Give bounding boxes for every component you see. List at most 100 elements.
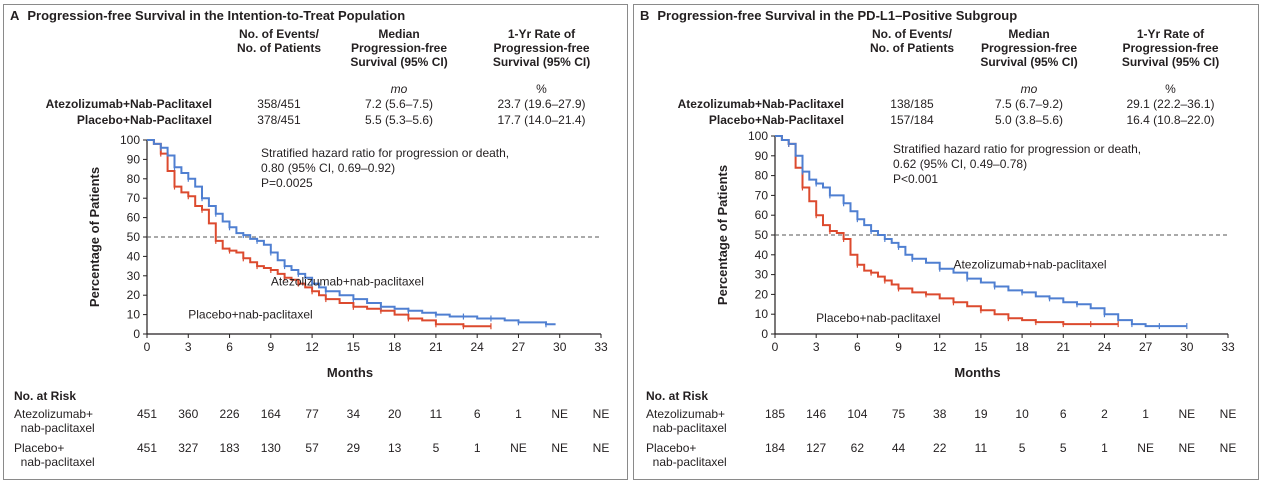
- risk-value: 62: [850, 441, 865, 455]
- unit-rate: %: [1165, 82, 1176, 96]
- x-tick-label: 30: [553, 340, 567, 354]
- x-tick-label: 0: [772, 340, 779, 354]
- risk-value: NE: [1137, 441, 1154, 455]
- risk-title: No. at Risk: [14, 389, 77, 403]
- km-series-line: [147, 139, 556, 326]
- risk-value: 11: [974, 441, 988, 455]
- cell-events-atezolizumab: 358/451: [257, 97, 301, 111]
- risk-value: 183: [219, 441, 240, 455]
- risk-value: 327: [178, 441, 199, 455]
- x-tick-label: 33: [594, 340, 608, 354]
- risk-value: 13: [387, 441, 402, 455]
- panel-title-text: Progression-free Survival in the PD-L1–P…: [657, 8, 1018, 23]
- hazard-ratio-annotation: Stratified hazard ratio for progression …: [893, 142, 1141, 156]
- y-tick-label: 30: [755, 268, 769, 282]
- risk-value: NE: [510, 441, 527, 455]
- header-rate: 1-Yr Rate of Progression-free Survival (…: [1121, 27, 1220, 69]
- x-tick-label: 0: [144, 340, 151, 354]
- header-rate: 1-Yr Rate of Progression-free Survival (…: [492, 27, 591, 69]
- risk-value: NE: [1178, 441, 1196, 455]
- y-tick-label: 80: [127, 172, 141, 186]
- risk-value: 1: [473, 441, 481, 455]
- risk-value: 38: [933, 407, 947, 421]
- x-tick-label: 30: [1180, 340, 1194, 354]
- header-events: No. of Events/ No. of Patients: [869, 27, 954, 55]
- cell-median-placebo: 5.0 (3.8–5.6): [994, 113, 1064, 127]
- risk-value: 451: [136, 441, 158, 455]
- hazard-ratio-annotation: P=0.0025: [261, 176, 313, 190]
- panel-b: B Progression-free Survival in the PD-L1–…: [633, 4, 1259, 480]
- km-chart: 0 10 20 30 40 50 60 70 80 90 100 0 3 6 9 12 15 18 21 24 27 30…: [715, 129, 1235, 380]
- risk-value: 184: [764, 441, 786, 455]
- y-tick-label: 0: [761, 327, 768, 341]
- risk-value: 34: [346, 407, 361, 421]
- x-axis-label: Months: [327, 365, 373, 380]
- y-tick-label: 90: [127, 152, 141, 166]
- risk-value: 1: [1142, 407, 1149, 421]
- row-label-placebo: Placebo+Nab-Paclitaxel: [708, 113, 844, 127]
- risk-value: 19: [974, 407, 988, 421]
- risk-value: 5: [1059, 441, 1067, 455]
- y-tick-label: 50: [127, 230, 141, 244]
- y-tick-label: 20: [127, 288, 141, 302]
- y-tick-label: 50: [755, 228, 769, 242]
- x-tick-label: 6: [226, 340, 233, 354]
- header-events: No. of Events/ No. of Patients: [236, 27, 321, 55]
- x-tick-label: 33: [1221, 340, 1235, 354]
- y-tick-label: 40: [127, 249, 141, 263]
- risk-value: NE: [1219, 407, 1237, 421]
- header-median: Median Progression-free Survival (95% CI…: [350, 27, 448, 69]
- risk-value: 1: [1101, 441, 1108, 455]
- risk-value: 75: [891, 407, 906, 421]
- y-axis-label: Percentage of Patients: [87, 167, 102, 307]
- risk-value: 185: [764, 407, 786, 421]
- y-tick-label: 40: [755, 248, 769, 262]
- cell-events-atezolizumab: 138/185: [890, 97, 934, 111]
- unit-rate: %: [536, 82, 547, 96]
- y-tick-label: 100: [748, 129, 768, 143]
- panel-letter: A: [10, 8, 20, 23]
- risk-title: No. at Risk: [646, 389, 709, 403]
- cell-rate-placebo: 17.7 (14.0–21.4): [497, 113, 586, 127]
- risk-value: NE: [551, 441, 569, 455]
- panel-a: A Progression-free Survival in the Intent…: [3, 4, 628, 480]
- y-tick-label: 80: [755, 169, 769, 183]
- y-tick-label: 90: [755, 149, 769, 163]
- risk-value: 146: [806, 407, 827, 421]
- risk-value: 22: [933, 441, 947, 455]
- y-tick-label: 20: [755, 287, 769, 301]
- x-tick-label: 15: [974, 340, 988, 354]
- risk-value: 20: [387, 407, 402, 421]
- risk-value: 10: [1015, 407, 1029, 421]
- risk-row-label: Atezolizumab+ nab-paclitaxel: [14, 407, 95, 435]
- risk-value: NE: [592, 407, 610, 421]
- risk-value: NE: [592, 441, 610, 455]
- y-tick-label: 60: [127, 211, 141, 225]
- risk-value: 57: [305, 441, 319, 455]
- panel-title: A Progression-free Survival in the Intent…: [10, 8, 405, 23]
- panel-letter: B: [640, 8, 650, 23]
- unit-median: mo: [390, 82, 408, 96]
- panel-title: B Progression-free Survival in the PD-L1–…: [640, 8, 1017, 23]
- y-tick-label: 30: [127, 269, 141, 283]
- cell-rate-placebo: 16.4 (10.8–22.0): [1126, 113, 1215, 127]
- x-tick-label: 12: [305, 340, 319, 354]
- cell-median-atezolizumab: 7.5 (6.7–9.2): [994, 97, 1064, 111]
- x-tick-label: 21: [1057, 340, 1071, 354]
- risk-value: 226: [219, 407, 240, 421]
- hazard-ratio-annotation: Stratified hazard ratio for progression …: [261, 146, 509, 160]
- series-label: Atezolizumab+nab-paclitaxel: [271, 275, 424, 289]
- x-axis-label: Months: [954, 365, 1000, 380]
- x-tick-label: 9: [267, 340, 274, 354]
- x-tick-label: 21: [429, 340, 443, 354]
- risk-value: 164: [260, 407, 281, 421]
- risk-value: 1: [515, 407, 522, 421]
- risk-value: 6: [1059, 407, 1067, 421]
- risk-value: 130: [260, 441, 281, 455]
- risk-row-label: Placebo+ nab-paclitaxel: [14, 441, 95, 469]
- x-tick-label: 3: [185, 340, 192, 354]
- y-tick-label: 10: [755, 307, 769, 321]
- hazard-ratio-annotation: P<0.001: [893, 172, 938, 186]
- row-label-atezolizumab: Atezolizumab+Nab-Paclitaxel: [45, 97, 212, 111]
- risk-value: 5: [432, 441, 440, 455]
